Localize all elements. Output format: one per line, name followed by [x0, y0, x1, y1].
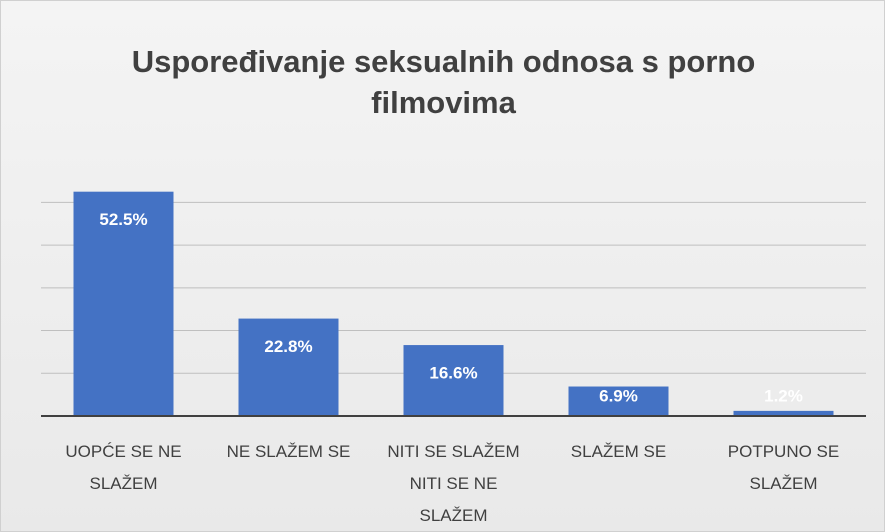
- x-tick-label: POTPUNO SE SLAŽEM: [727, 442, 840, 493]
- bar: [568, 386, 669, 416]
- x-tick-label: NITI SE SLAŽEM NITI SE NE SLAŽEM: [387, 442, 520, 525]
- chart-title: Uspoređivanje seksualnih odnosa s porno …: [131, 44, 756, 120]
- bar: [238, 318, 339, 416]
- x-tick-label: NE SLAŽEM SE: [226, 442, 351, 461]
- bar: [73, 191, 174, 416]
- x-tick-label: UOPĆE SE NE SLAŽEM: [65, 442, 182, 493]
- value-label: 52.5%: [99, 210, 147, 229]
- value-label: 22.8%: [264, 337, 312, 356]
- x-tick-label: SLAŽEM SE: [570, 442, 667, 461]
- value-label: 1.2%: [764, 386, 803, 405]
- bar: [733, 410, 834, 416]
- bar: [403, 345, 504, 416]
- value-label: 16.6%: [429, 364, 477, 383]
- value-label: 6.9%: [599, 386, 638, 405]
